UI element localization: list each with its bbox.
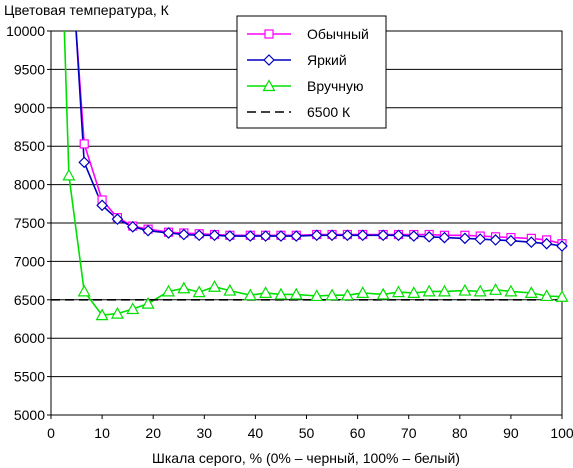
data-point-marker [290,230,303,242]
y-tick-label: 10000 [6,23,45,39]
data-point-marker [62,168,76,181]
data-point-marker [111,213,124,226]
data-point-marker [407,286,421,298]
data-point-marker [489,283,503,295]
y-tick-label: 7000 [14,253,45,269]
data-point-marker [474,233,487,245]
x-tick-label: 100 [550,425,573,441]
y-tick-label: 9500 [14,61,45,77]
data-point-marker [193,229,206,242]
data-point-marker [392,229,405,242]
data-point-marker [77,284,91,297]
data-point-marker [458,283,472,296]
y-tick-label: 7500 [14,215,45,231]
data-point-marker [178,228,190,241]
legend: Обычный Яркий Вручную 6500 К [236,15,387,129]
x-tick-label: 80 [452,425,468,441]
legend-label: Вручную [307,78,364,94]
data-point-marker [505,234,517,247]
data-point-marker [422,284,436,297]
data-point-marker [259,286,273,298]
data-point-marker [555,289,569,302]
legend-swatch-marker [263,54,275,66]
data-point-marker [275,230,287,242]
data-point-marker [356,286,370,298]
x-tick-label: 30 [197,425,213,441]
data-point-marker [423,230,435,243]
x-tick-label: 40 [248,425,264,441]
data-point-marker [162,284,176,297]
data-point-marker [340,288,354,301]
data-point-marker [356,229,369,242]
x-tick-label: 20 [145,425,161,441]
x-tick-label: 70 [401,425,417,441]
data-point-marker [126,302,140,315]
legend-label: Обычный [307,26,369,42]
data-point-marker [162,227,175,239]
data-point-marker [438,231,451,244]
x-tick-label: 60 [350,425,366,441]
y-tick-label: 9000 [14,100,45,116]
y-tick-label: 6000 [14,330,45,346]
data-point-marker [289,287,303,300]
data-point-marker [95,308,109,321]
x-tick-label: 50 [299,425,315,441]
data-point-marker [376,287,390,300]
data-point-marker [142,224,154,237]
legend-label: 6500 К [307,104,351,120]
data-point-marker [341,229,354,242]
data-point-marker [325,288,339,301]
data-point-marker [556,240,568,252]
data-point-marker [126,220,139,233]
data-point-marker [208,279,222,292]
x-axis-title: Шкала серого, % (0% – черный, 100% – бел… [152,450,460,466]
y-tick-label: 8500 [14,138,45,154]
y-tick-label: 8000 [14,177,45,193]
markers-layer [62,139,569,321]
data-point-marker [79,139,89,149]
data-point-marker [473,284,487,297]
data-point-marker [78,156,91,169]
x-tick-label: 0 [47,425,55,441]
data-point-marker [437,284,451,297]
y-tick-label: 6500 [14,292,45,308]
data-point-marker [310,289,324,302]
data-point-marker [177,281,191,294]
data-point-marker [489,234,502,246]
data-point-marker [244,230,257,242]
data-point-marker [391,285,405,298]
data-point-marker [504,284,518,297]
data-point-marker [223,283,237,296]
y-tick-label: 5500 [14,369,45,385]
data-point-marker [274,287,288,300]
axis-ticks: 5000 5500 6000 6500 7000 7500 8000 8500 9000 9500… [6,23,573,441]
y-tick-label: 5000 [14,407,45,423]
x-tick-label: 10 [94,425,110,441]
y-axis-title: Цветовая температура, К [4,2,170,18]
data-point-marker [243,288,257,301]
legend-swatch-marker [264,29,274,39]
data-point-marker [377,229,389,242]
x-tick-label: 90 [503,425,519,441]
data-point-marker [192,285,206,298]
data-point-marker [525,236,538,249]
legend-swatch-marker [262,79,276,92]
legend-label: Яркий [307,52,347,68]
data-point-marker [96,199,108,212]
data-point-marker [524,286,538,298]
data-point-marker [259,230,272,242]
data-point-marker [141,296,155,309]
data-point-marker [459,232,471,245]
data-point-marker [110,306,124,319]
data-point-marker [540,289,554,302]
data-point-marker [208,229,221,242]
data-point-marker [540,237,553,250]
data-point-marker [407,230,420,242]
data-point-marker [326,229,338,242]
data-point-marker [310,229,323,242]
data-point-marker [224,230,236,242]
